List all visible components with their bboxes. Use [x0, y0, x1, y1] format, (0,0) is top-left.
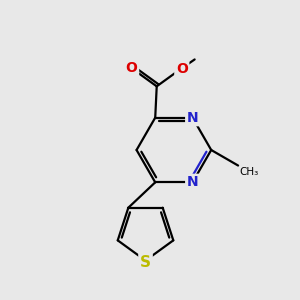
Text: N: N: [187, 111, 198, 125]
Text: O: O: [126, 61, 138, 75]
Text: N: N: [187, 175, 198, 189]
Text: O: O: [176, 62, 188, 76]
Text: CH₃: CH₃: [240, 167, 259, 177]
Text: S: S: [140, 254, 151, 269]
